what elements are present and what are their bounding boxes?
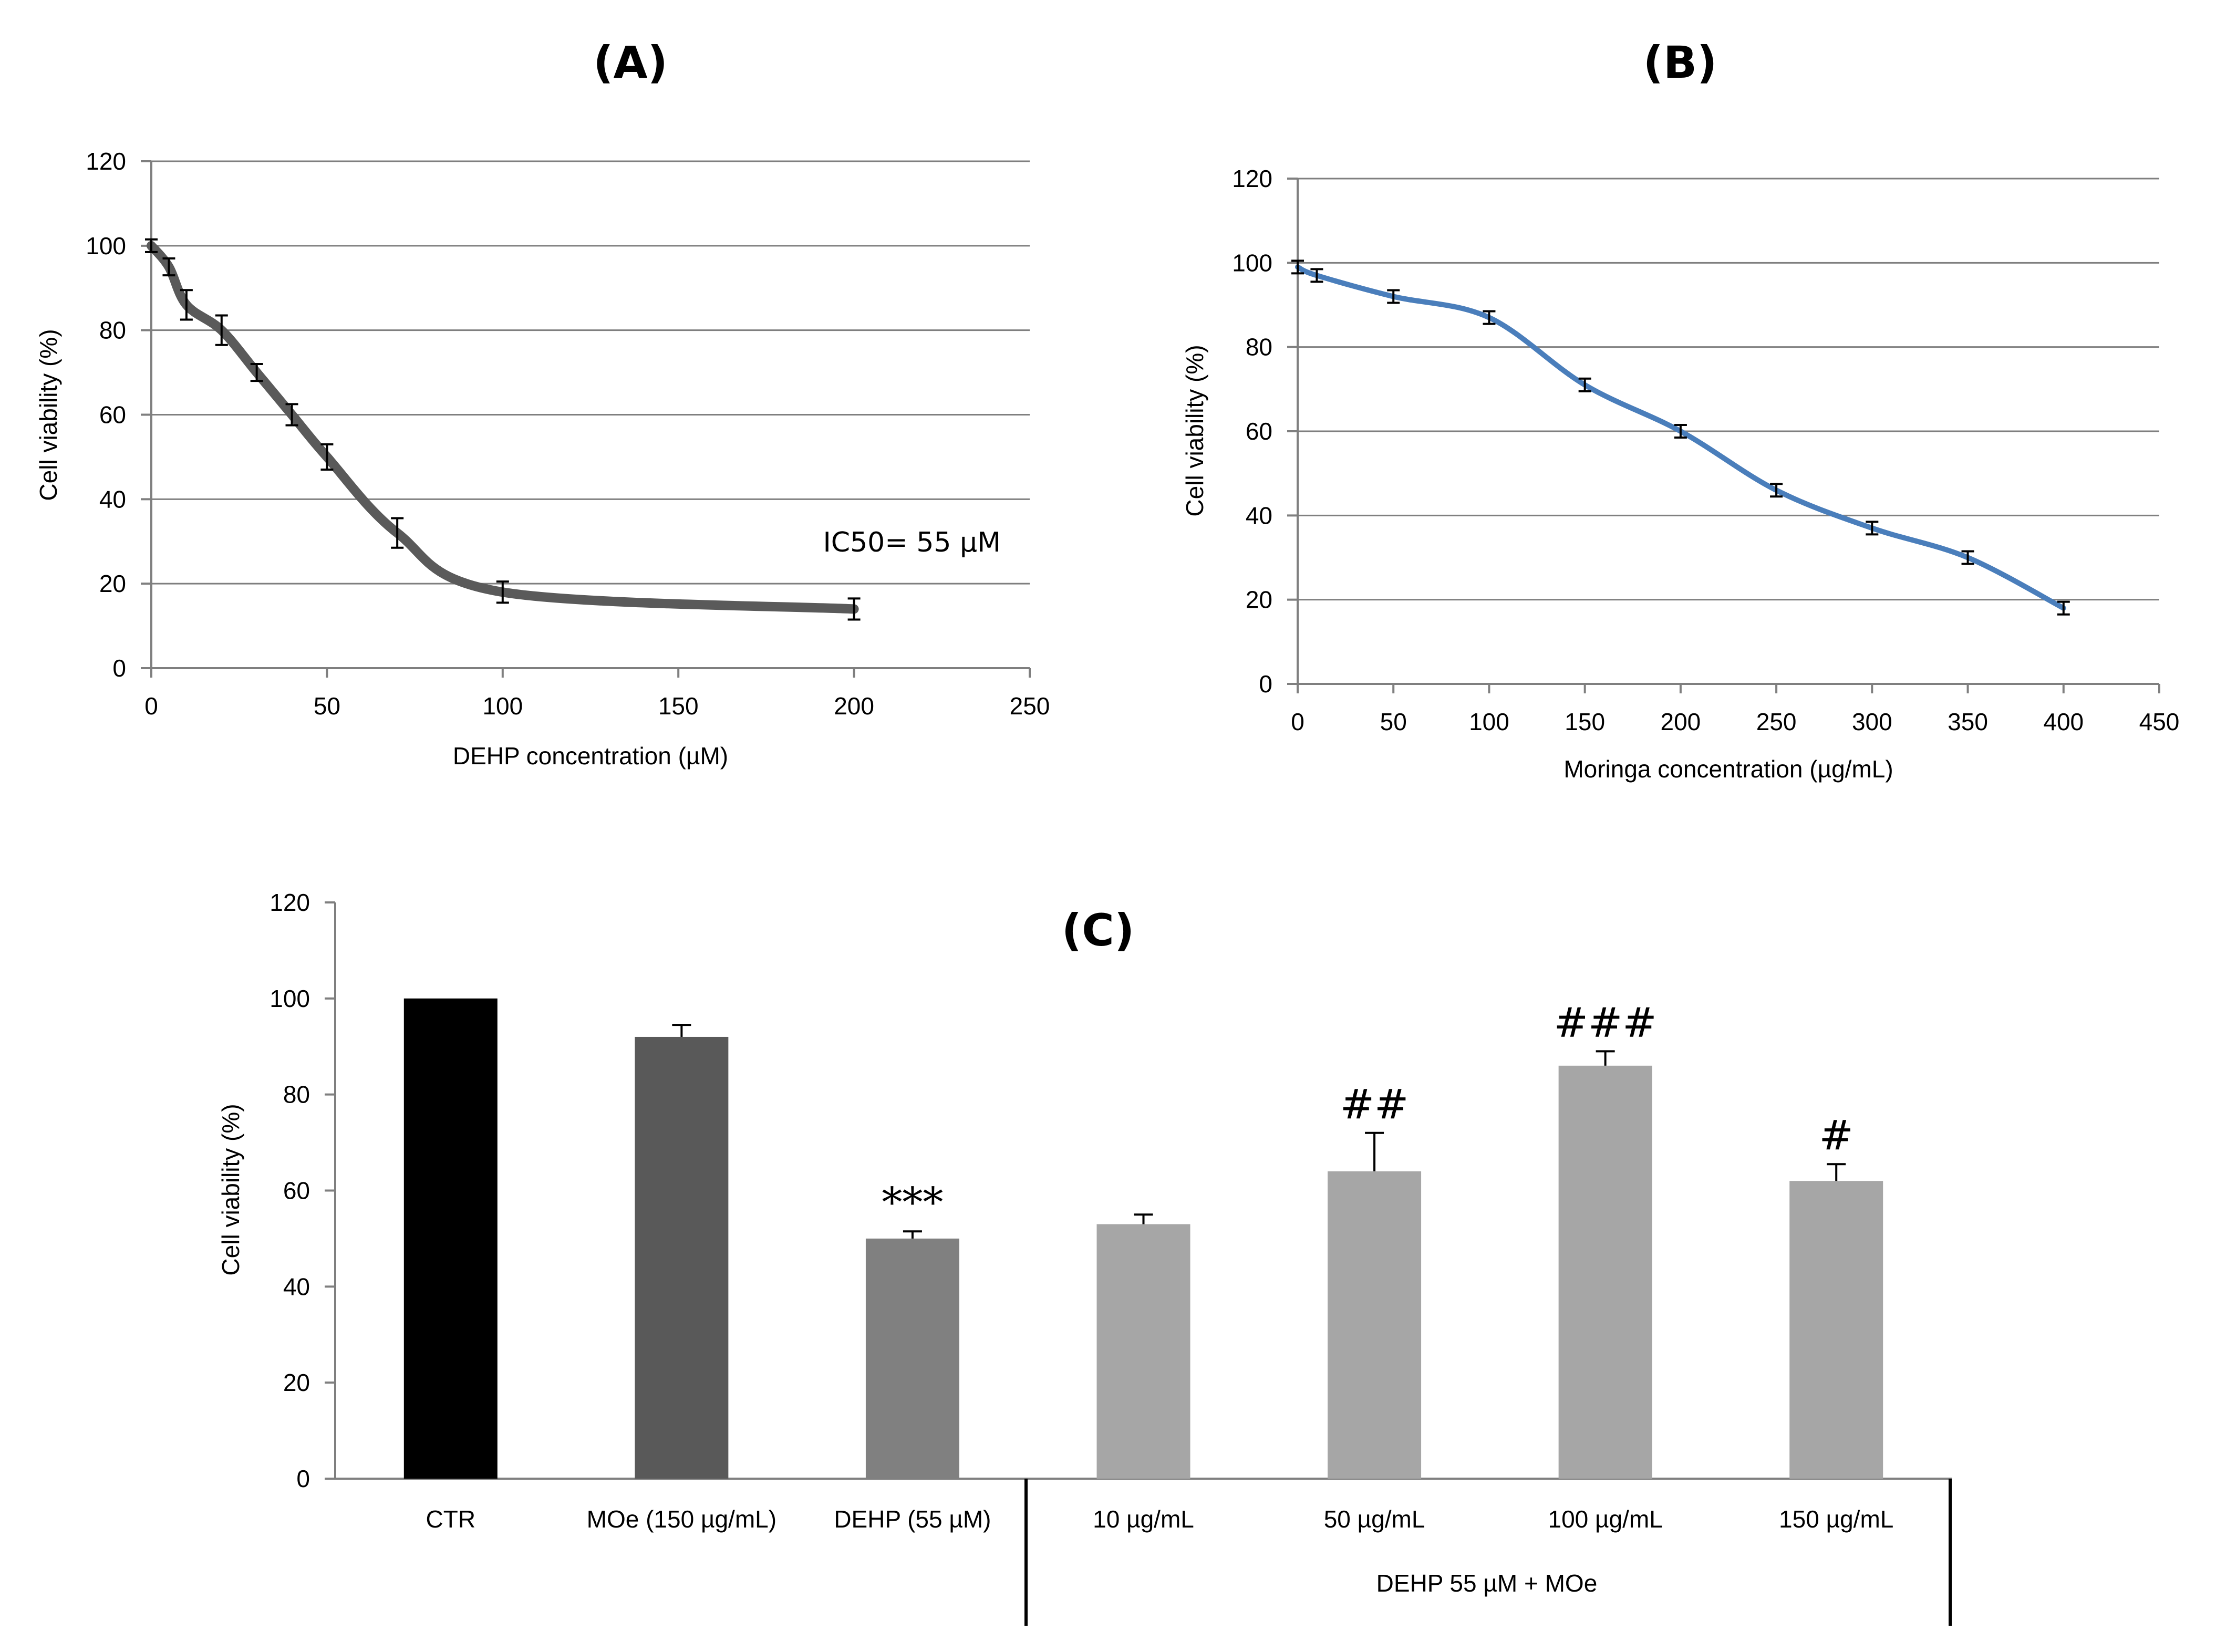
panel-b-x-tick-label: 450 — [2139, 708, 2180, 735]
panel-b-data-point — [1387, 289, 1400, 304]
panel-c-y-tick-label: 100 — [270, 985, 310, 1012]
panel-c-bar — [1328, 1171, 1422, 1479]
panel-a-title: (A) — [593, 37, 668, 88]
panel-b-y-tick-label: 40 — [1246, 502, 1272, 529]
panel-b-data-point — [1674, 423, 1687, 439]
panel-a-y-tick-label: 60 — [99, 401, 126, 429]
panel-c-category-label: 50 µg/mL — [1324, 1505, 1425, 1533]
panel-c-bar — [1558, 1065, 1652, 1479]
panel-c-bar — [865, 1238, 959, 1479]
panel-b-x-label: Moringa concentration (µg/mL) — [1563, 755, 1893, 783]
panel-b-y-tick-label: 120 — [1232, 165, 1272, 192]
panel-c-bar — [635, 1036, 729, 1479]
panel-a-ic50-annotation: IC50= 55 µM — [823, 527, 1001, 558]
panel-c-bar-group: MOe (150 µg/mL) — [587, 1024, 776, 1533]
panel-a-x-tick-label: 100 — [482, 692, 523, 720]
panel-b-y-tick-label: 80 — [1246, 334, 1272, 361]
panel-c-bar-group: 10 µg/mL — [1093, 1213, 1194, 1533]
panel-b-y-tick-label: 20 — [1246, 586, 1272, 614]
panel-b-y-tick-label: 0 — [1259, 670, 1272, 698]
panel-b-title: (B) — [1643, 37, 1717, 88]
panel-b-x-tick-label: 50 — [1380, 708, 1407, 735]
panel-c-title: (C) — [1062, 905, 1134, 956]
panel-a-y-tick-label: 20 — [99, 570, 126, 597]
panel-a-y-tick-label: 100 — [86, 232, 126, 259]
panel-a-chart: (A) 0 20 40 60 80 100 120 0 50 100 150 200 250 IC50=… — [35, 37, 1050, 770]
panel-a-x-tick-label: 150 — [658, 692, 699, 720]
panel-b-data-point — [1961, 550, 1974, 565]
panel-c-significance-label: ### — [1554, 999, 1657, 1046]
panel-a-x-tick-label: 250 — [1010, 692, 1050, 720]
panel-c-y-tick-label: 0 — [296, 1465, 310, 1492]
panel-c-significance-label: ## — [1340, 1081, 1409, 1128]
panel-a-data-point — [145, 238, 158, 253]
panel-b-x-tick-label: 150 — [1565, 708, 1605, 735]
panel-c-bar-group: ### 100 µg/mL — [1548, 999, 1662, 1533]
panel-a-y-tick-label: 40 — [99, 485, 126, 513]
panel-b-data-point — [1770, 483, 1783, 498]
panel-b-x-tick-label: 400 — [2043, 708, 2084, 735]
panel-c-bar — [1789, 1181, 1883, 1479]
panel-a-x-label: DEHP concentration (µM) — [453, 742, 728, 770]
panel-b-x-tick-label: 100 — [1469, 708, 1509, 735]
panel-a-data-point — [285, 403, 298, 427]
panel-b-y-tick-label: 60 — [1246, 418, 1272, 445]
panel-c-y-tick-label: 40 — [283, 1273, 310, 1300]
panel-b-data-point — [1483, 310, 1496, 325]
panel-a-x-tick-label: 200 — [834, 692, 874, 720]
panel-c-bar — [1096, 1224, 1190, 1479]
panel-b-x-tick-label: 200 — [1661, 708, 1701, 735]
panel-a-data-point — [250, 363, 263, 382]
panel-c-category-label: 10 µg/mL — [1093, 1505, 1194, 1533]
panel-c-category-label: MOe (150 µg/mL) — [587, 1505, 776, 1533]
panel-b-data-point — [2057, 600, 2070, 616]
panel-b-chart: (B) 0 20 40 60 80 100 120 0 50 100 150 200 250 300 350… — [1181, 37, 2179, 783]
panel-c-chart: (C) 0 20 40 60 80 100 120 CTR MOe (150 µg/mL) **… — [217, 889, 1952, 1626]
panel-a-data-point — [180, 289, 193, 321]
panel-b-x-tick-label: 250 — [1756, 708, 1797, 735]
panel-a-y-label: Cell viability (%) — [35, 329, 62, 501]
panel-b-series-line — [1295, 264, 2066, 611]
panel-c-bar-group: *** DEHP (55 µM) — [834, 1179, 991, 1533]
panel-c-bar-group: CTR — [403, 998, 498, 1533]
panel-c-y-tick-label: 120 — [270, 889, 310, 916]
panel-a-data-point — [320, 443, 334, 471]
panel-b-x-tick-label: 350 — [1948, 708, 1988, 735]
panel-b-y-label: Cell viability (%) — [1181, 345, 1208, 516]
panel-a-data-point — [162, 257, 175, 277]
panel-a-y-tick-label: 0 — [112, 654, 126, 682]
panel-c-significance-label: *** — [882, 1179, 943, 1227]
panel-a-data-point — [215, 314, 228, 346]
panel-c-y-label: Cell viability (%) — [217, 1104, 244, 1275]
panel-b-data-point — [1578, 377, 1591, 392]
panel-a-series-line — [147, 241, 859, 614]
panel-b-x-tick-label: 300 — [1852, 708, 1892, 735]
panel-a-x-tick-label: 0 — [144, 692, 158, 720]
panel-b-data-point — [1310, 268, 1323, 283]
group-label: DEHP 55 µM + MOe — [1376, 1570, 1598, 1597]
panel-c-category-label: CTR — [426, 1505, 476, 1533]
panel-a-data-point — [496, 580, 509, 604]
panel-c-bar — [403, 998, 498, 1479]
panel-c-category-label: 150 µg/mL — [1779, 1505, 1893, 1533]
panel-c-category-label: DEHP (55 µM) — [834, 1505, 991, 1533]
panel-c-bar-group: ## 50 µg/mL — [1324, 1081, 1425, 1533]
panel-a-x-tick-label: 50 — [314, 692, 340, 720]
panel-c-bar-group: #150 µg/mL — [1779, 1112, 1893, 1533]
panel-c-y-tick-label: 20 — [283, 1369, 310, 1396]
panel-b-data-point — [1291, 259, 1304, 275]
panel-a-y-tick-label: 80 — [99, 317, 126, 344]
panel-c-significance-label: # — [1819, 1112, 1853, 1159]
panel-c-category-label: 100 µg/mL — [1548, 1505, 1662, 1533]
panel-c-y-tick-label: 60 — [283, 1177, 310, 1204]
panel-b-y-tick-label: 100 — [1232, 249, 1272, 276]
panel-c-y-tick-label: 80 — [283, 1081, 310, 1108]
panel-b-x-tick-label: 0 — [1291, 708, 1304, 735]
panel-a-data-point — [391, 517, 404, 549]
panel-a-y-tick-label: 120 — [86, 148, 126, 175]
panel-b-data-point — [1866, 521, 1879, 536]
panel-a-data-point — [847, 597, 861, 621]
